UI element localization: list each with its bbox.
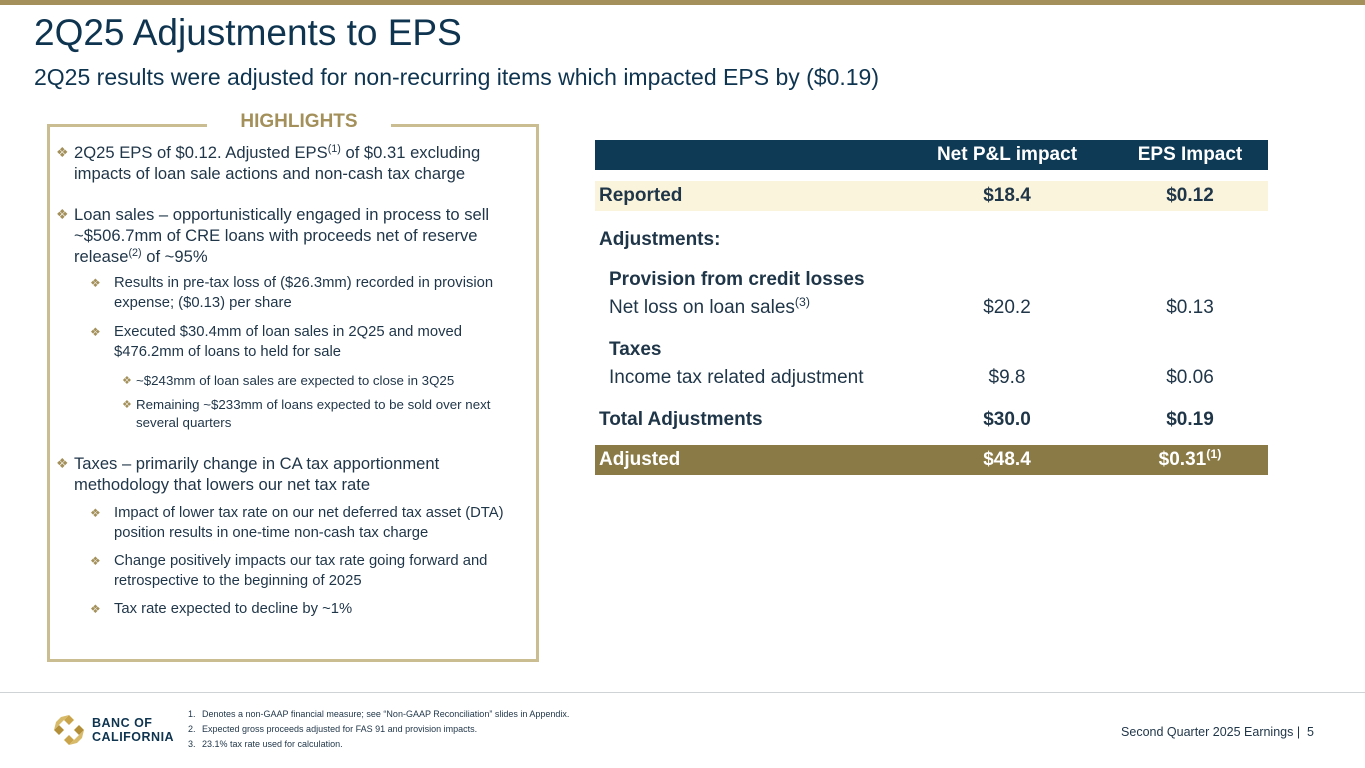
diamond-cluster-icon: ❖ <box>122 375 132 387</box>
table-row-adjusted: Adjusted $48.4 $0.31(1) <box>595 445 1268 475</box>
footnote-2: 2. Expected gross proceeds adjusted for F… <box>188 724 478 734</box>
diamond-cluster-icon: ❖ <box>56 206 69 222</box>
top-accent-bar <box>0 0 1365 5</box>
footnote-1: 1. Denotes a non-GAAP financial measure; … <box>188 709 570 719</box>
list-item: ❖ Tax rate expected to decline by ~1% <box>56 600 534 620</box>
list-item: ❖ Executed $30.4mm of loan sales in 2Q25… <box>90 324 462 360</box>
logo-wordmark: BANC OF CALIFORNIA <box>92 716 175 744</box>
page-info: Second Quarter 2025 Earnings | 5 <box>1121 725 1314 739</box>
footer-divider <box>0 692 1365 693</box>
table-header-row: Net P&L impact EPS Impact <box>595 140 1268 170</box>
page-subtitle: 2Q25 results were adjusted for non-recur… <box>34 64 880 90</box>
highlights-heading: HIGHLIGHTS <box>207 110 391 134</box>
table-row-taxes: Income tax related adjustment $9.8 $0.06 <box>609 367 1214 388</box>
diamond-cluster-icon: ❖ <box>56 455 69 471</box>
highlights-list: ❖ 2Q25 EPS of $0.12. Adjusted EPS(1) of … <box>56 142 534 620</box>
page-number: 5 <box>1307 725 1314 739</box>
table-row-provision: Net loss on loan sales(3) $20.2 $0.13 <box>609 295 1214 318</box>
footnote-3: 3. 23.1% tax rate used for calculation. <box>188 739 343 749</box>
list-item: ❖ ~$243mm of loan sales are expected to … <box>122 373 455 388</box>
footnotes: 1. Denotes a non-GAAP financial measure; … <box>188 707 569 752</box>
list-item: ❖ Remaining ~$233mm of loans expected to… <box>122 397 491 430</box>
list-item: ❖ Results in pre-tax loss of ($26.3mm) r… <box>90 275 494 311</box>
diamond-cluster-icon: ❖ <box>122 399 132 411</box>
table-row-taxes-heading: Taxes <box>609 339 662 360</box>
list-item: ❖ Change positively impacts our tax rate… <box>90 553 488 589</box>
list-item: ❖ Taxes – primarily change in CA tax app… <box>56 454 440 494</box>
diamond-cluster-icon: ❖ <box>90 325 101 339</box>
diamond-cluster-icon: ❖ <box>90 276 101 290</box>
list-item: ❖ 2Q25 EPS of $0.12. Adjusted EPS(1) of … <box>56 143 481 183</box>
page-title: 2Q25 Adjustments to EPS <box>34 12 462 53</box>
list-item: ❖ Impact of lower tax rate on our net de… <box>90 505 504 541</box>
diamond-cluster-icon: ❖ <box>90 554 101 568</box>
column-header-eps: EPS Impact <box>1137 144 1243 165</box>
banc-of-california-logo-icon <box>54 715 84 745</box>
list-item: ❖ Loan sales – opportunistically engaged… <box>56 205 490 266</box>
table-row-total: Total Adjustments $30.0 $0.19 <box>599 409 1214 430</box>
page-label: Second Quarter 2025 Earnings | <box>1121 725 1301 739</box>
diamond-cluster-icon: ❖ <box>56 144 69 160</box>
table-row-adjustments-label: Adjustments: <box>599 229 721 250</box>
table-row-reported: Reported $18.4 $0.12 <box>595 181 1268 211</box>
diamond-cluster-icon: ❖ <box>90 506 101 520</box>
table-row-provision-heading: Provision from credit losses <box>609 269 865 290</box>
diamond-cluster-icon: ❖ <box>90 602 101 616</box>
column-header-net-pl: Net P&L impact <box>936 144 1078 165</box>
